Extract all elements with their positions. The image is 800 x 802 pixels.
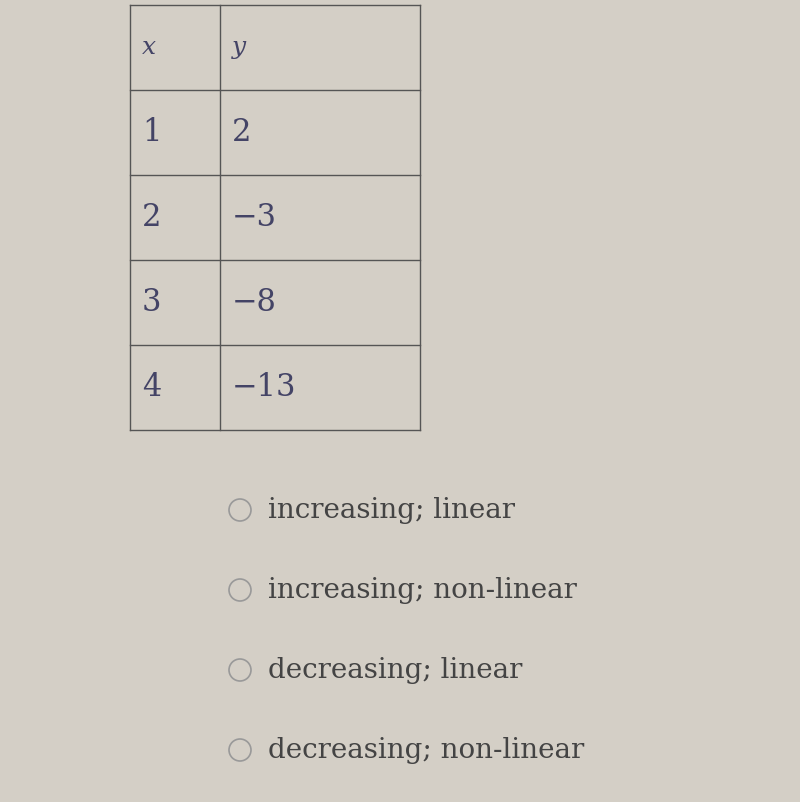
Text: 2: 2 xyxy=(232,117,251,148)
Text: increasing; non-linear: increasing; non-linear xyxy=(268,577,577,603)
Text: increasing; linear: increasing; linear xyxy=(268,496,515,524)
Text: decreasing; non-linear: decreasing; non-linear xyxy=(268,736,584,764)
Text: −3: −3 xyxy=(232,202,277,233)
Text: −13: −13 xyxy=(232,372,297,403)
Text: x: x xyxy=(142,36,156,59)
Text: 1: 1 xyxy=(142,117,162,148)
Text: 3: 3 xyxy=(142,287,162,318)
Text: −8: −8 xyxy=(232,287,277,318)
Text: y: y xyxy=(232,36,246,59)
Text: 2: 2 xyxy=(142,202,162,233)
Text: 4: 4 xyxy=(142,372,162,403)
Text: decreasing; linear: decreasing; linear xyxy=(268,657,522,683)
